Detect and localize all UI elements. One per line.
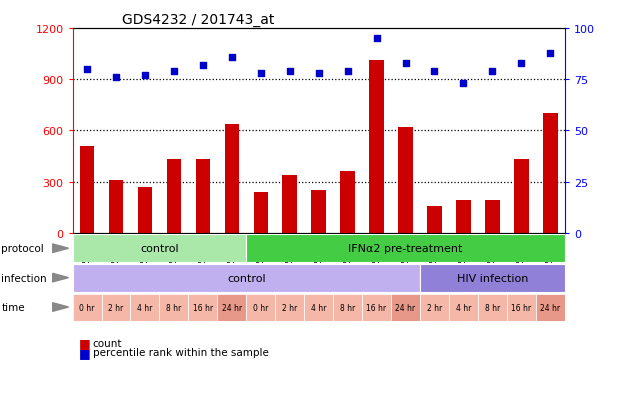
Text: control: control [140, 244, 179, 254]
Polygon shape [52, 303, 69, 311]
Point [516, 60, 526, 67]
Bar [514, 160, 529, 233]
Bar [246, 235, 565, 263]
Text: 4 hr: 4 hr [456, 303, 471, 312]
Text: percentile rank within the sample: percentile rank within the sample [93, 347, 269, 357]
Bar [283, 176, 297, 233]
Bar [189, 294, 217, 321]
Bar [391, 294, 420, 321]
Point [545, 50, 555, 57]
Text: 8 hr: 8 hr [167, 303, 182, 312]
Text: 24 hr: 24 hr [396, 303, 416, 312]
Bar [478, 294, 507, 321]
Text: ■: ■ [79, 337, 91, 350]
Bar [80, 147, 94, 233]
Bar [369, 61, 384, 233]
Point [487, 69, 497, 75]
Bar [196, 160, 210, 233]
Bar [456, 200, 471, 233]
Bar [362, 294, 391, 321]
Bar [73, 235, 246, 263]
Text: control: control [227, 273, 266, 283]
Text: 0 hr: 0 hr [80, 303, 95, 312]
Bar [420, 294, 449, 321]
Bar [167, 160, 181, 233]
Bar [543, 114, 558, 233]
Bar [109, 180, 123, 233]
Text: 2 hr: 2 hr [109, 303, 124, 312]
Text: HIV infection: HIV infection [457, 273, 528, 283]
Bar [160, 294, 189, 321]
Text: 8 hr: 8 hr [340, 303, 355, 312]
Text: 24 hr: 24 hr [540, 303, 560, 312]
Text: 8 hr: 8 hr [485, 303, 500, 312]
Point [111, 75, 121, 81]
Text: count: count [93, 338, 122, 348]
Bar [398, 128, 413, 233]
Text: GDS4232 / 201743_at: GDS4232 / 201743_at [122, 12, 274, 26]
Bar [254, 192, 268, 233]
Text: 2 hr: 2 hr [282, 303, 297, 312]
Bar [246, 294, 275, 321]
Point [140, 73, 150, 79]
Point [401, 60, 411, 67]
Point [343, 69, 353, 75]
Bar [138, 188, 152, 233]
Text: time: time [1, 302, 25, 312]
Bar [449, 294, 478, 321]
Point [430, 69, 440, 75]
Bar [73, 294, 102, 321]
Point [198, 62, 208, 69]
Point [256, 71, 266, 77]
Text: infection: infection [1, 273, 47, 283]
Text: 4 hr: 4 hr [138, 303, 153, 312]
Text: 2 hr: 2 hr [427, 303, 442, 312]
Bar [427, 206, 442, 233]
Bar [420, 264, 565, 292]
Text: 16 hr: 16 hr [511, 303, 531, 312]
Bar [102, 294, 131, 321]
Text: IFNα2 pre-treatment: IFNα2 pre-treatment [348, 244, 463, 254]
Bar [333, 294, 362, 321]
Bar [485, 200, 500, 233]
Point [285, 69, 295, 75]
Point [227, 54, 237, 61]
Bar [340, 172, 355, 233]
Point [169, 69, 179, 75]
Point [458, 81, 468, 88]
Point [314, 71, 324, 77]
Point [372, 36, 382, 43]
Bar [217, 294, 246, 321]
Text: 16 hr: 16 hr [367, 303, 387, 312]
Bar [275, 294, 304, 321]
Bar [225, 124, 239, 233]
Polygon shape [52, 244, 69, 253]
Bar [507, 294, 536, 321]
Bar [131, 294, 160, 321]
Polygon shape [52, 274, 69, 282]
Text: 16 hr: 16 hr [193, 303, 213, 312]
Bar [536, 294, 565, 321]
Text: 4 hr: 4 hr [311, 303, 326, 312]
Text: 24 hr: 24 hr [221, 303, 242, 312]
Text: protocol: protocol [1, 244, 44, 254]
Bar [304, 294, 333, 321]
Text: ■: ■ [79, 346, 91, 359]
Point [82, 66, 92, 73]
Bar [312, 191, 326, 233]
Bar [73, 264, 420, 292]
Text: 0 hr: 0 hr [253, 303, 268, 312]
